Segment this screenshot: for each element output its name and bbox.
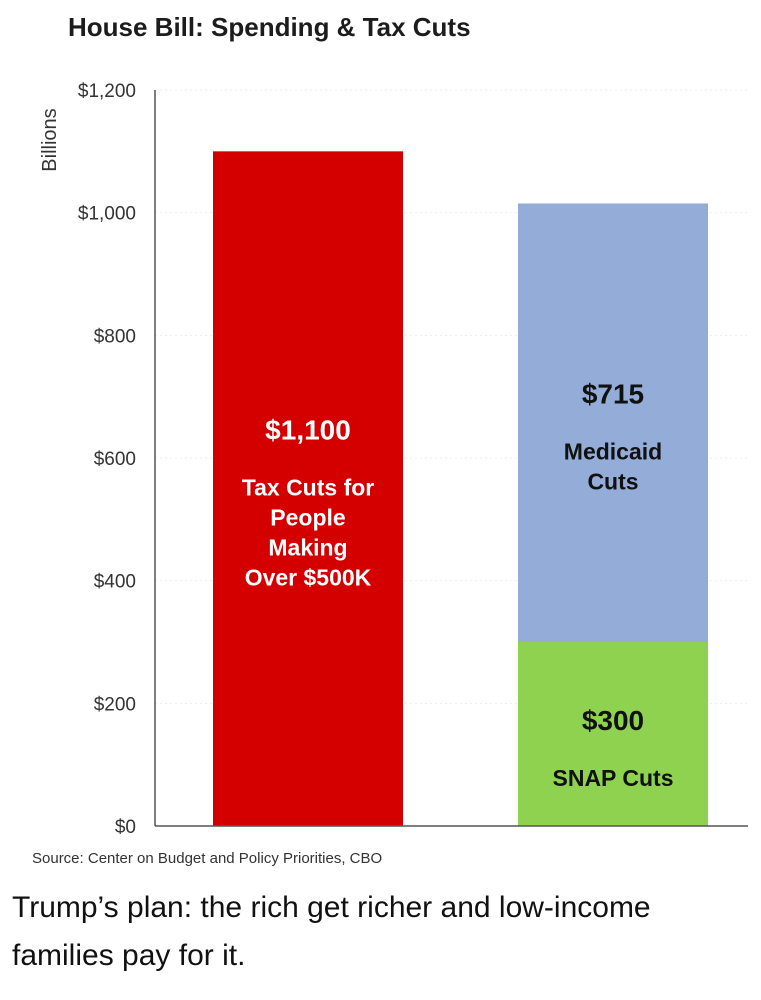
source-note: Source: Center on Budget and Policy Prio… [32, 850, 382, 867]
y-tick-label: $1,200 [78, 81, 136, 102]
bar-category-label: Cuts [587, 469, 638, 495]
bar-segment [518, 642, 708, 826]
y-tick-label: $600 [94, 449, 136, 470]
bar-value-label: $300 [582, 705, 644, 736]
y-tick-label: $0 [115, 817, 136, 838]
y-tick-label: $800 [94, 326, 136, 347]
chart-title: House Bill: Spending & Tax Cuts [68, 12, 471, 42]
y-tick-label: $200 [94, 694, 136, 715]
bar-category-label: Over $500K [245, 565, 372, 591]
bar-chart: House Bill: Spending & Tax Cuts Billions… [32, 12, 748, 867]
bar-category-label: Tax Cuts for [242, 475, 375, 501]
bar-category-label: SNAP Cuts [553, 765, 674, 791]
caption: Trump’s plan: the rich get richer and lo… [12, 891, 651, 972]
bar-value-label: $715 [582, 379, 644, 410]
y-tick-labels: $0 $200 $400 $600 $800 $1,000 $1,200 [78, 81, 136, 838]
gridlines [155, 89, 748, 704]
y-tick-label: $400 [94, 572, 136, 593]
bar-value-label: $1,100 [265, 415, 351, 446]
bars: $1,100 Tax Cuts for People Making Over $500K… [213, 151, 708, 827]
bar-category-label: Making [268, 535, 347, 561]
bar-segment [518, 203, 708, 642]
y-axis-label: Billions [39, 108, 61, 171]
y-tick-label: $1,000 [78, 204, 136, 225]
bar-category-label: Medicaid [564, 439, 662, 465]
bar-category-label: People [270, 505, 345, 531]
bar-segment [213, 151, 403, 827]
